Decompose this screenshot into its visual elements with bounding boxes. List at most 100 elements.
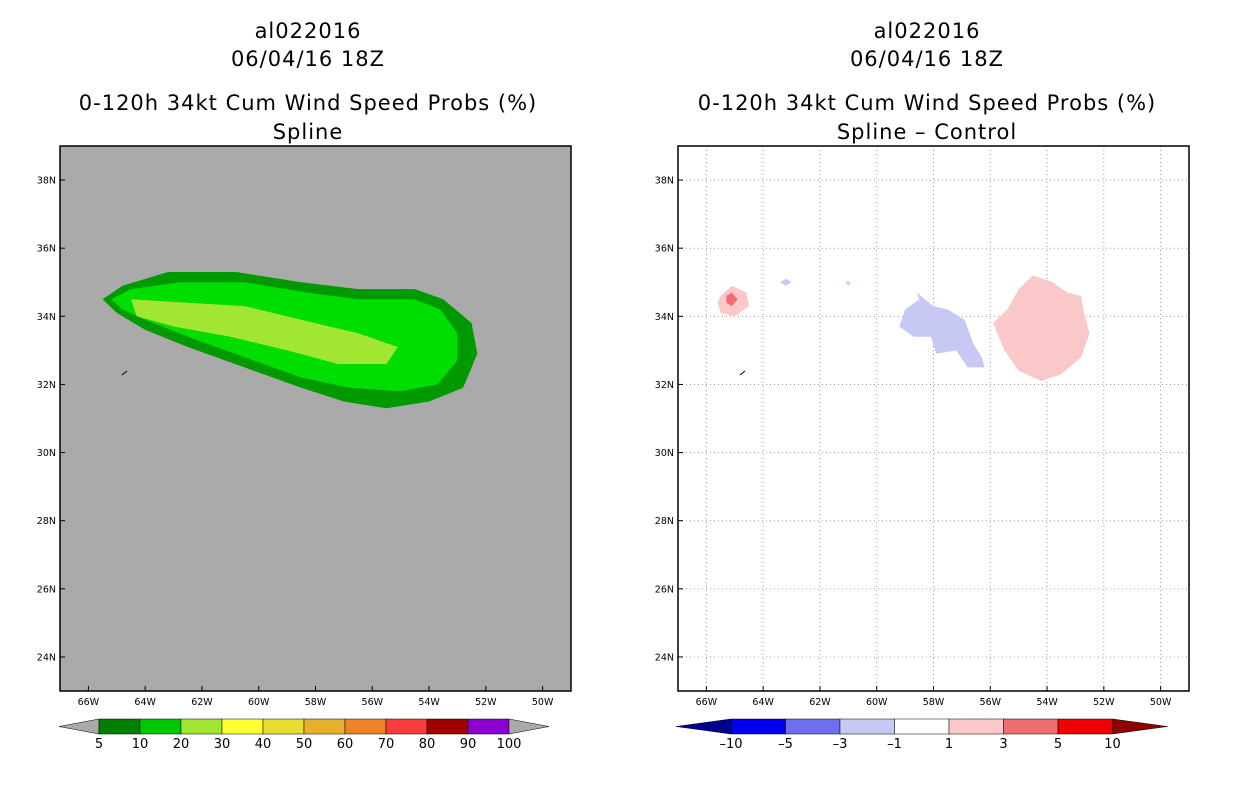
y-tick-label-1: 36N [37, 244, 56, 255]
colorbar-label-2: 20 [173, 737, 190, 752]
colorbar-box-3 [221, 718, 264, 735]
colorbar-label-1: 10 [132, 737, 149, 752]
colorbar-right-extension [1112, 718, 1168, 735]
left-colorbar: 5 10 20 30 40 50 60 70 80 90 100 [58, 718, 550, 752]
x-tick-label-4: 58W [305, 697, 327, 708]
colorbar-label-8: 80 [419, 737, 436, 752]
colorbar-label-9: 90 [460, 737, 477, 752]
right-panel: al022016 06/04/16 18Z 0-120h 34kt Cum Wi… [655, 19, 1190, 752]
colorbar-box-0 [730, 718, 786, 735]
x-tick-label-5: 56W [362, 697, 384, 708]
left-y-axis: 38N 36N 34N 32N 30N 28N 26N 24N [37, 176, 65, 663]
right-coastline-bermuda [739, 370, 746, 376]
colorbar-label-2: –3 [833, 737, 848, 752]
right-colorbar: –10 –5 –3 –1 1 3 5 10 [675, 718, 1168, 752]
colorbar-label-7: 10 [1104, 737, 1121, 752]
colorbar-box-2 [180, 718, 223, 735]
y-tick-label-5: 28N [655, 516, 674, 527]
x-tick-label-8: 50W [1150, 697, 1172, 708]
x-tick-label-0: 66W [696, 697, 718, 708]
region--3to-1-4 [899, 292, 985, 368]
x-tick-label-5: 56W [980, 697, 1002, 708]
colorbar-label-4: 1 [945, 737, 953, 752]
colorbar-box-2 [839, 718, 895, 735]
x-tick-label-7: 52W [1093, 697, 1115, 708]
left-storm-id: al022016 [255, 19, 362, 43]
y-tick-label-0: 38N [37, 176, 56, 187]
x-tick-label-2: 62W [809, 697, 831, 708]
left-panel: al022016 06/04/16 18Z 0-120h 34kt Cum Wi… [37, 19, 572, 752]
colorbar-label-1: –5 [778, 737, 793, 752]
y-tick-label-7: 24N [655, 652, 674, 663]
colorbar-label-7: 70 [378, 737, 395, 752]
colorbar-box-5 [1003, 718, 1059, 735]
left-x-axis: 66W 64W 62W 60W 58W 56W 54W 52W 50W [78, 686, 554, 708]
left-coastline-bermuda [121, 370, 128, 376]
colorbar-box-6 [344, 718, 387, 735]
x-tick-label-1: 64W [134, 697, 156, 708]
left-probability-regions [102, 272, 478, 409]
colorbar-label-3: 30 [214, 737, 231, 752]
x-tick-label-3: 60W [248, 697, 270, 708]
colorbar-box-8 [426, 718, 469, 735]
y-tick-label-6: 26N [655, 584, 674, 595]
colorbar-label-5: 3 [999, 737, 1007, 752]
colorbar-label-6: 5 [1054, 737, 1062, 752]
colorbar-box-1 [139, 718, 182, 735]
region-1to3-3 [845, 280, 852, 286]
x-tick-label-2: 62W [191, 697, 213, 708]
x-tick-label-1: 64W [752, 697, 774, 708]
y-tick-label-4: 30N [37, 448, 56, 459]
x-tick-label-0: 66W [78, 697, 100, 708]
left-map-background [60, 146, 571, 691]
right-datetime: 06/04/16 18Z [850, 47, 1004, 71]
region-3to5-1 [726, 292, 738, 307]
right-gridlines [678, 146, 1189, 691]
x-tick-label-3: 60W [866, 697, 888, 708]
y-tick-label-0: 38N [655, 176, 674, 187]
colorbar-left-extension [675, 718, 732, 735]
colorbar-label-10: 100 [497, 737, 522, 752]
y-tick-label-4: 30N [655, 448, 674, 459]
right-y-axis: 38N 36N 34N 32N 30N 28N 26N 24N [655, 176, 683, 663]
left-title: 0-120h 34kt Cum Wind Speed Probs (%) [79, 91, 537, 115]
x-tick-label-6: 54W [1036, 697, 1058, 708]
region-20-30-2 [131, 299, 398, 364]
colorbar-label-6: 60 [337, 737, 354, 752]
y-tick-label-3: 32N [655, 380, 674, 391]
colorbar-label-5: 50 [296, 737, 313, 752]
x-tick-label-6: 54W [418, 697, 440, 708]
region-1to3-5 [993, 275, 1090, 381]
x-tick-label-4: 58W [923, 697, 945, 708]
colorbar-box-0 [98, 718, 141, 735]
left-subtitle: Spline [273, 120, 344, 144]
colorbar-box-5 [303, 718, 346, 735]
right-subtitle: Spline – Control [837, 120, 1017, 144]
colorbar-box-1 [785, 718, 841, 735]
y-tick-label-3: 32N [37, 380, 56, 391]
colorbar-label-4: 40 [255, 737, 272, 752]
colorbar-box-4 [948, 718, 1004, 735]
colorbar-box-4 [262, 718, 305, 735]
right-difference-regions [717, 275, 1090, 381]
colorbar-box-9 [467, 718, 510, 735]
colorbar-right-extension [508, 718, 550, 735]
y-tick-label-1: 36N [655, 244, 674, 255]
colorbar-label-0: 5 [95, 737, 103, 752]
y-tick-label-7: 24N [37, 652, 56, 663]
colorbar-label-0: –10 [719, 737, 742, 752]
colorbar-label-3: –1 [887, 737, 902, 752]
colorbar-box-7 [385, 718, 428, 735]
colorbar-box-3 [894, 718, 950, 735]
y-tick-label-2: 34N [655, 312, 674, 323]
right-storm-id: al022016 [874, 19, 981, 43]
colorbar-box-6 [1057, 718, 1113, 735]
right-x-axis: 66W 64W 62W 60W 58W 56W 54W 52W 50W [696, 686, 1172, 708]
y-tick-label-5: 28N [37, 516, 56, 527]
left-datetime: 06/04/16 18Z [231, 47, 385, 71]
x-tick-label-7: 52W [475, 697, 497, 708]
y-tick-label-2: 34N [37, 312, 56, 323]
region--3to-1-2 [780, 278, 792, 286]
right-title: 0-120h 34kt Cum Wind Speed Probs (%) [698, 91, 1156, 115]
